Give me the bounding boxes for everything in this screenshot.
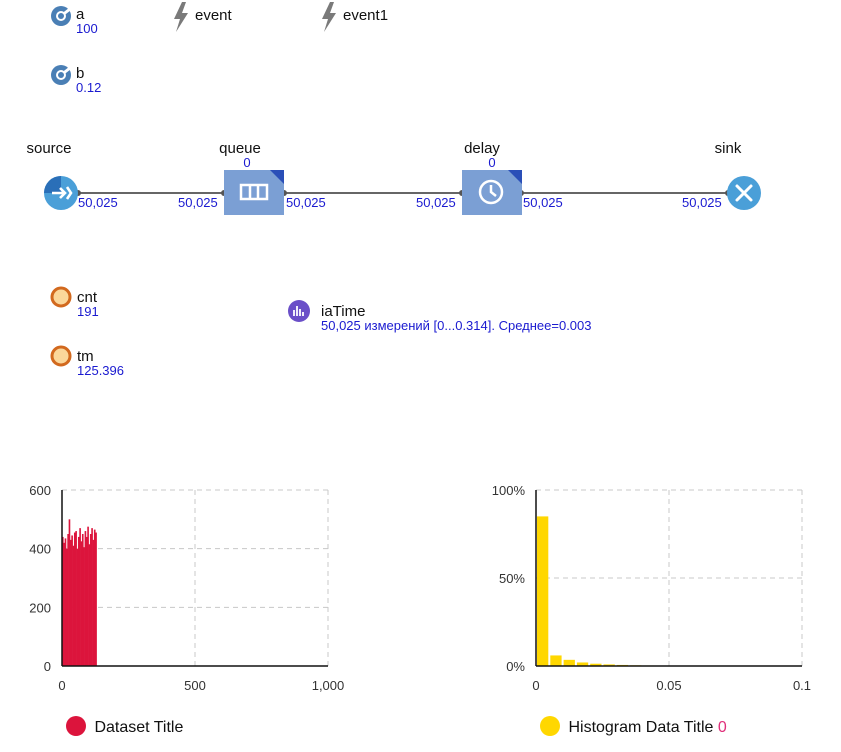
data-bar (88, 544, 91, 666)
data-bar (89, 534, 92, 666)
variable-name: tm (77, 348, 94, 365)
data-bar (73, 532, 76, 666)
queue-in-count: 50,025 (178, 195, 218, 210)
data-bar (65, 548, 68, 666)
histogram-chart[interactable]: 100% 50% 0% 0 0.05 0.1 (470, 478, 830, 708)
histogram-bar (537, 516, 549, 666)
x-tick-label: 0.05 (656, 678, 681, 693)
parameter-name: b (76, 65, 85, 82)
variable-name: cnt (77, 289, 98, 306)
data-bar (85, 536, 88, 666)
data-bar (84, 531, 87, 666)
queue-out-count: 50,025 (286, 195, 326, 210)
legend-swatch (66, 716, 86, 736)
histogram-bar (590, 663, 602, 666)
parameter-value: 100 (76, 21, 98, 36)
clock-icon (478, 179, 504, 205)
data-bar (71, 535, 73, 666)
data-bar (72, 545, 75, 666)
x-tick-label: 0.1 (793, 678, 811, 693)
event-name: event1 (343, 7, 389, 24)
queue-label: queue (219, 140, 261, 157)
x-tick-label: 1,000 (312, 678, 345, 693)
data-bar (79, 528, 81, 666)
parameter-icon (51, 65, 71, 85)
histogram-bar (603, 664, 615, 666)
source-out-count: 50,025 (78, 195, 118, 210)
legend-label: Histogram Data Title (568, 719, 714, 736)
parameter-icon (51, 6, 71, 26)
dataset-chart[interactable]: 600 400 200 00 500 1,000 (0, 478, 360, 708)
queue-value: 0 (243, 155, 251, 170)
legend-swatch (540, 716, 560, 736)
statistics-icon (288, 300, 310, 322)
legend-count: 0 (717, 719, 727, 736)
statistics-name: iaTime (321, 303, 366, 320)
close-x-icon (735, 184, 753, 202)
histogram-bar (576, 662, 589, 666)
legend-label: Dataset Title (94, 719, 184, 736)
delay-in-count: 50,025 (416, 195, 456, 210)
data-bar (62, 536, 64, 666)
y-tick-label: 600 (29, 483, 51, 498)
data-bar (69, 539, 72, 666)
data-bar (81, 534, 84, 666)
sink-in-count: 50,025 (682, 195, 722, 210)
source-label: source (26, 140, 72, 157)
sink-block[interactable] (726, 175, 762, 211)
lightning-icon (322, 2, 336, 32)
variable-value: 125.396 (77, 363, 124, 378)
data-bar (83, 547, 85, 666)
data-bar (91, 528, 93, 666)
y-tick-label: 200 (29, 600, 51, 615)
data-bar (77, 536, 80, 666)
parameter-value: 0.12 (76, 80, 102, 95)
sink-label: sink (714, 140, 742, 157)
y-tick-label: 0% (506, 659, 525, 674)
delay-out-count: 50,025 (523, 195, 563, 210)
dataset-legend[interactable]: Dataset Title (66, 716, 183, 737)
event-name: event (195, 7, 232, 24)
queue-icon (239, 183, 269, 201)
data-bar (93, 529, 96, 666)
data-bar (95, 532, 97, 666)
parameter-name: a (76, 6, 85, 23)
data-bar (68, 519, 71, 666)
x-tick-label: 0 (532, 678, 539, 693)
x-tick-label: 0 (58, 678, 65, 693)
delay-label: delay (464, 140, 500, 157)
source-arrow-icon (52, 186, 73, 200)
source-block[interactable] (43, 175, 79, 211)
lightning-icon (174, 2, 188, 32)
delay-block[interactable] (462, 170, 522, 215)
data-bar (87, 526, 89, 666)
delay-value: 0 (488, 155, 496, 170)
histogram-bar (563, 659, 575, 666)
data-bar (76, 548, 79, 666)
y-tick-label: 50% (499, 571, 525, 586)
y-tick-label: 400 (29, 542, 51, 557)
histogram-legend[interactable]: Histogram Data Title 0 (540, 716, 727, 737)
statistics-summary: 50,025 измерений [0...0.314]. Среднее=0.… (321, 318, 592, 333)
variable-icon (50, 286, 72, 308)
histogram-bar (550, 655, 562, 666)
data-bar (75, 531, 77, 666)
data-bar (67, 534, 69, 666)
data-bar (64, 538, 67, 666)
data-bar (80, 541, 83, 666)
data-bar (63, 542, 65, 666)
y-tick-label: 100% (492, 483, 526, 498)
variable-value: 191 (77, 304, 99, 319)
variable-icon (50, 345, 72, 367)
y-tick-label: 0 (44, 659, 51, 674)
queue-block[interactable] (224, 170, 284, 215)
x-tick-label: 500 (184, 678, 206, 693)
data-bar (92, 539, 95, 666)
